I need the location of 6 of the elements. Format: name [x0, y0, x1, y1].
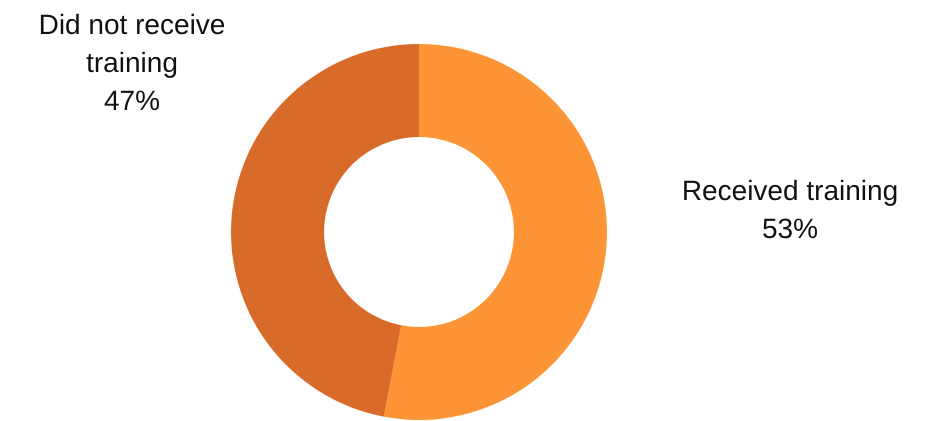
data-label: 47% — [104, 85, 160, 116]
donut-slice — [384, 44, 607, 420]
donut-slice — [231, 44, 419, 417]
data-label: 53% — [762, 213, 818, 244]
slice-label: Received training — [682, 175, 898, 206]
slice-label: Did not receive training — [38, 9, 226, 78]
